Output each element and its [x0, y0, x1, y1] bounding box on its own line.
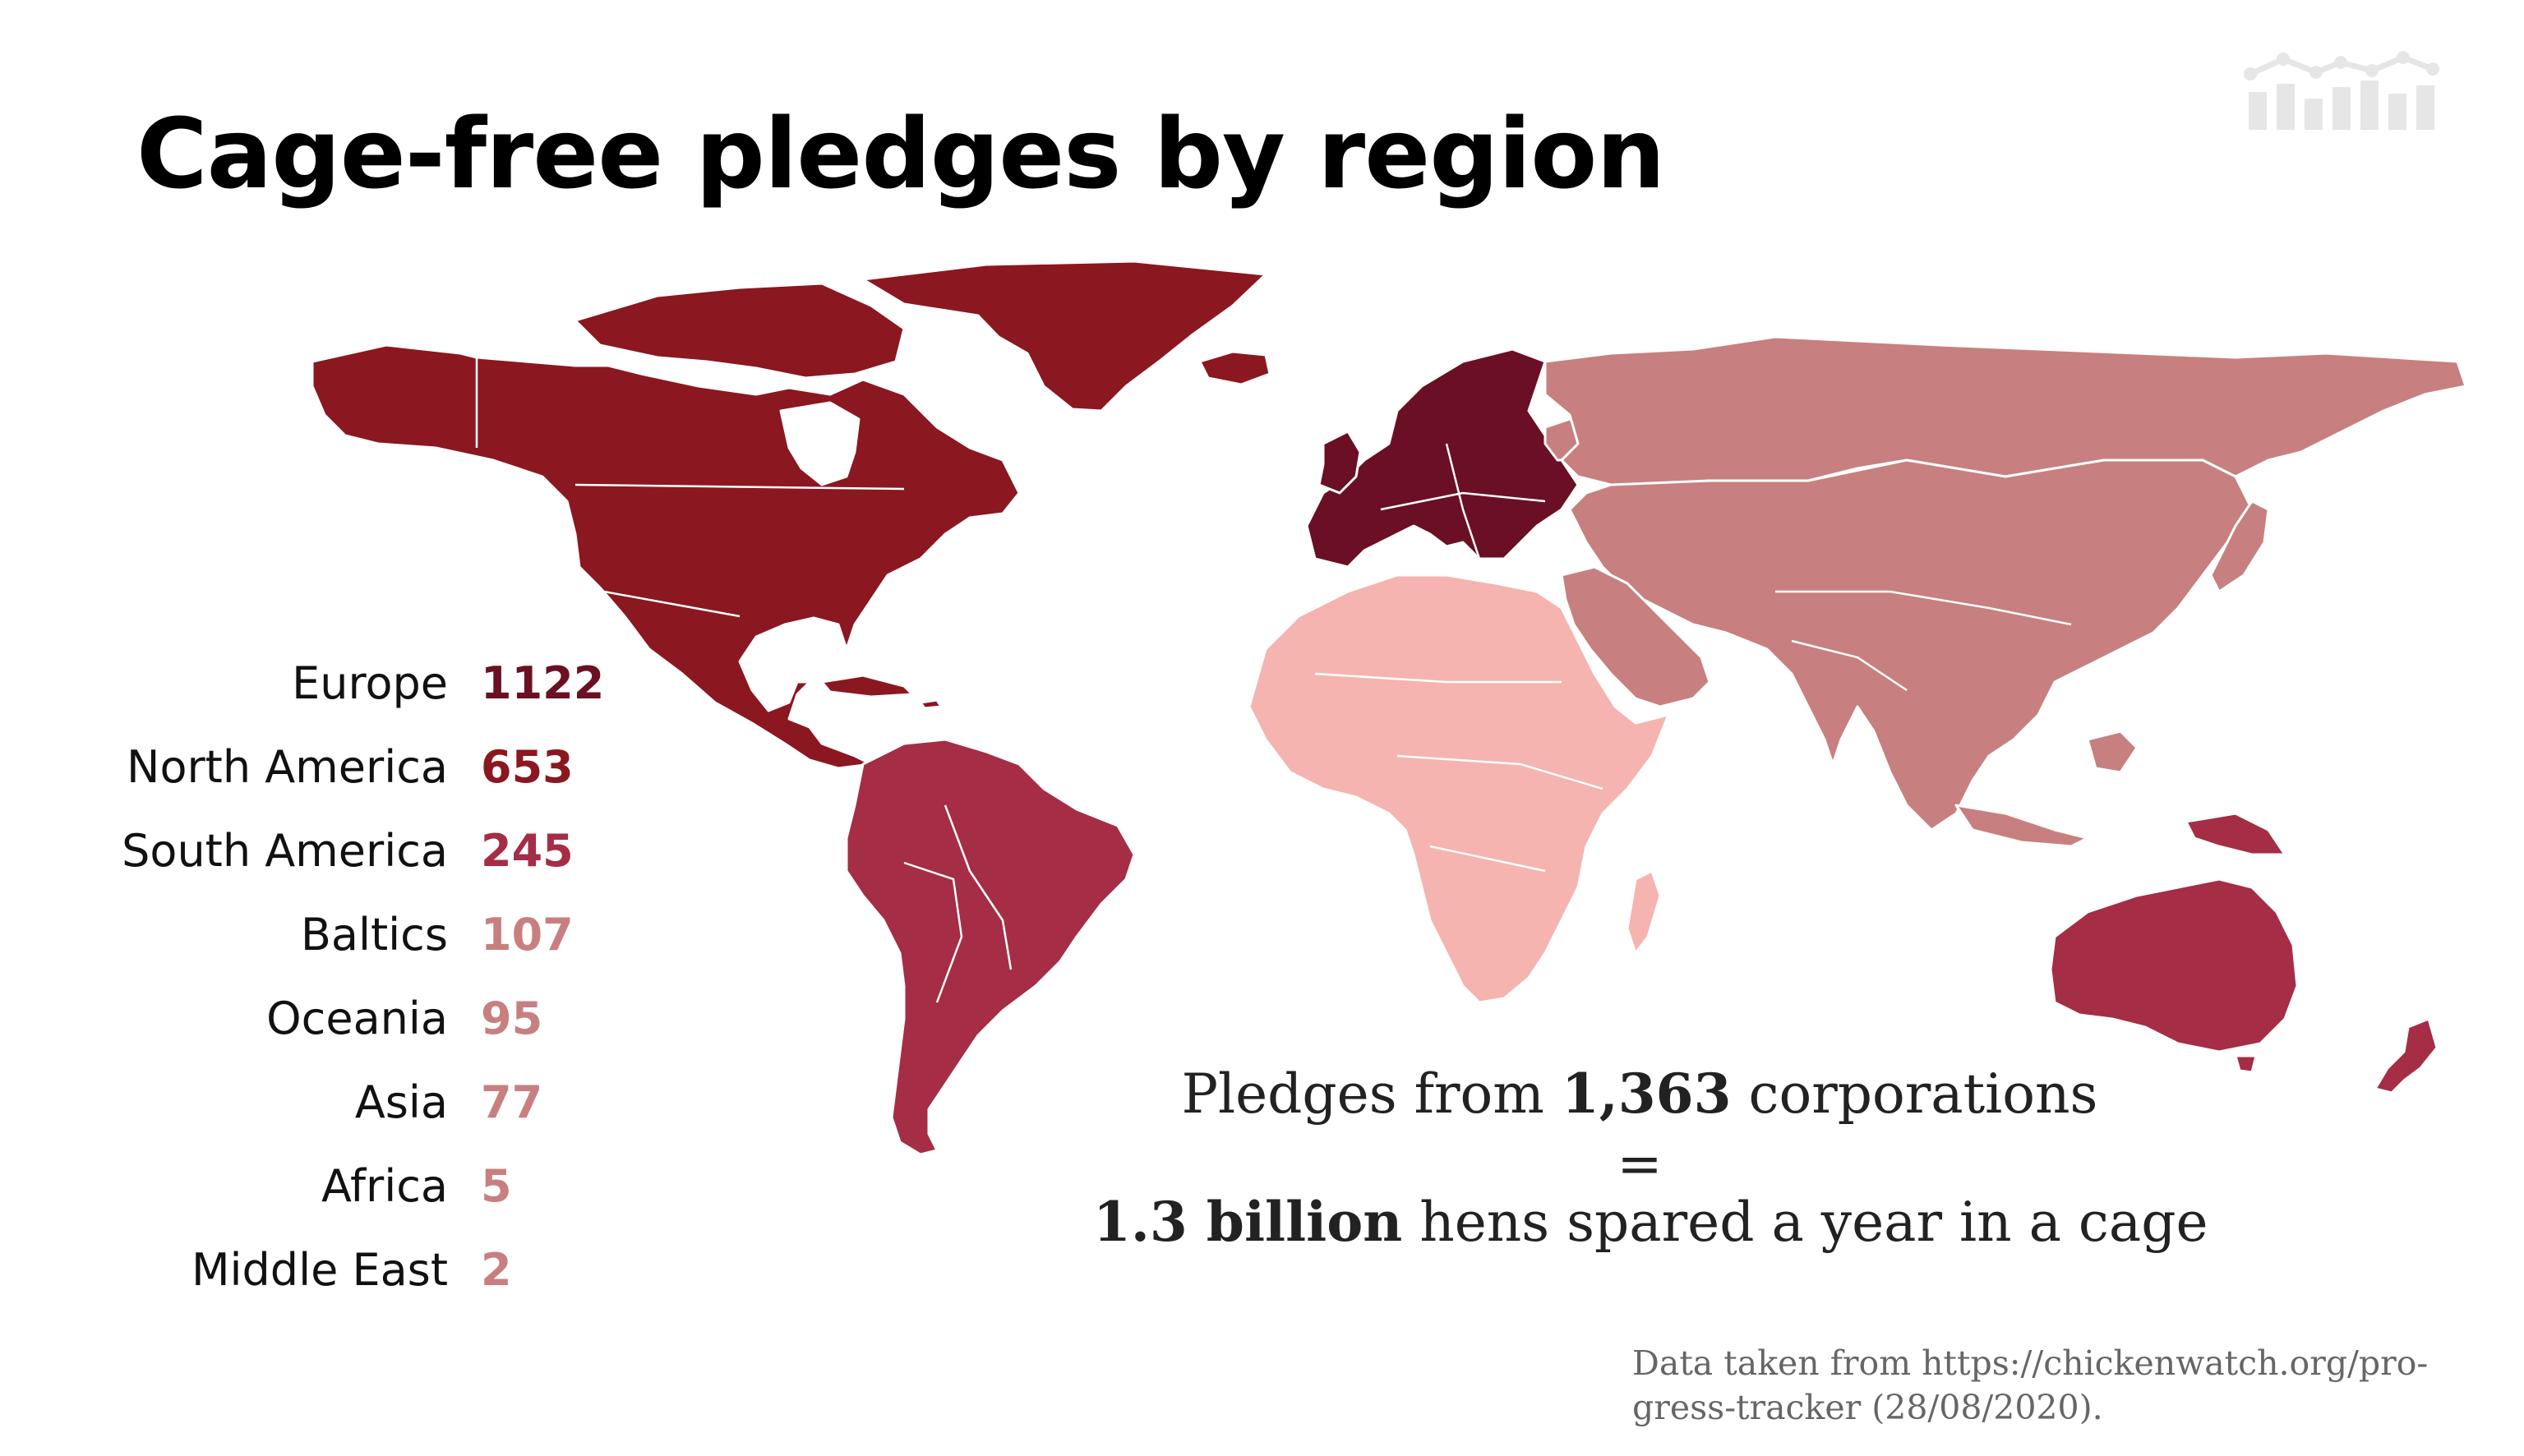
border-europe-2: [1445, 443, 1481, 560]
legend-row: Europe 1122: [0, 657, 604, 731]
bar-chart-logo-icon: [2244, 51, 2439, 130]
legend-region-label: South America: [122, 825, 448, 877]
border-europe-1: [1380, 491, 1546, 511]
region-greenland: [861, 260, 1267, 412]
legend-row: North America 653: [0, 741, 592, 815]
legend-row: Baltics 107: [0, 909, 592, 983]
corporations-count: 1,363: [1561, 1062, 1732, 1126]
region-russia: [1543, 335, 2467, 486]
border-us-canada: [574, 483, 905, 491]
border-india: [1791, 639, 1908, 692]
page-title: Cage-free pledges by region: [136, 97, 1665, 210]
legend-row: South America 245: [0, 825, 592, 899]
summary-line-1: Pledges from 1,363 corporations: [1181, 1062, 2098, 1126]
region-png: [2185, 812, 2286, 856]
region-japan: [2209, 500, 2270, 593]
region-asia: [1568, 458, 2254, 832]
border-mexico: [603, 590, 741, 618]
legend-region-label: Europe: [292, 657, 448, 709]
region-sea-islands: [1954, 730, 2139, 848]
legend-region-value: 5: [481, 1160, 512, 1212]
legend-region-value: 107: [481, 909, 574, 961]
legend-region-value: 77: [481, 1076, 543, 1128]
border-africa-3: [1429, 845, 1546, 873]
legend-region-value: 245: [481, 825, 574, 877]
legend-row: Asia 77: [0, 1076, 592, 1150]
legend-region-value: 653: [481, 741, 574, 793]
region-arctic-islands: [574, 282, 906, 380]
region-south-america: [845, 738, 1136, 1156]
legend-region-label: North America: [127, 741, 448, 793]
summary-line-3: 1.3 billion hens spared a year in a cage: [1093, 1190, 2208, 1254]
region-hudson-bay: [779, 401, 861, 486]
border-china: [1775, 590, 2072, 626]
region-new-zealand: [2374, 1017, 2439, 1094]
border-brazil: [944, 804, 1013, 970]
region-africa: [1248, 574, 1670, 1004]
region-europe: [1305, 348, 1580, 569]
region-australia: [2049, 878, 2299, 1053]
legend-region-label: Asia: [354, 1076, 448, 1128]
region-iceland: [1198, 350, 1271, 386]
summary-equals: =: [1617, 1132, 1663, 1196]
source-note: Data taken from https://chickenwatch.org…: [1632, 1341, 2471, 1430]
legend-region-value: 2: [481, 1244, 512, 1296]
legend-row: Oceania 95: [0, 993, 592, 1067]
legend-region-value: 95: [481, 993, 543, 1044]
border-africa-1: [1314, 672, 1562, 684]
legend-region-label: Africa: [321, 1160, 448, 1212]
legend-row: Middle East 2: [0, 1244, 592, 1318]
border-andes: [903, 861, 963, 1003]
source-line-1: Data taken from https://chickenwatch.org…: [1632, 1343, 2429, 1383]
hens-count: 1.3 billion: [1093, 1190, 1403, 1254]
region-tasmania: [2234, 1054, 2258, 1074]
legend-region-label: Oceania: [266, 993, 448, 1044]
legend-region-label: Middle East: [191, 1244, 448, 1296]
region-middle-east: [1560, 565, 1711, 708]
legend-region-value: 1122: [481, 657, 605, 709]
region-british-isles: [1317, 430, 1362, 495]
border-africa-2: [1396, 754, 1603, 790]
region-madagascar: [1626, 869, 1662, 955]
legend-row: Africa 5: [0, 1160, 592, 1234]
source-line-2: gress-tracker (28/08/2020).: [1632, 1388, 2103, 1427]
legend-region-label: Baltics: [300, 909, 448, 961]
region-caribbean: [820, 674, 943, 710]
